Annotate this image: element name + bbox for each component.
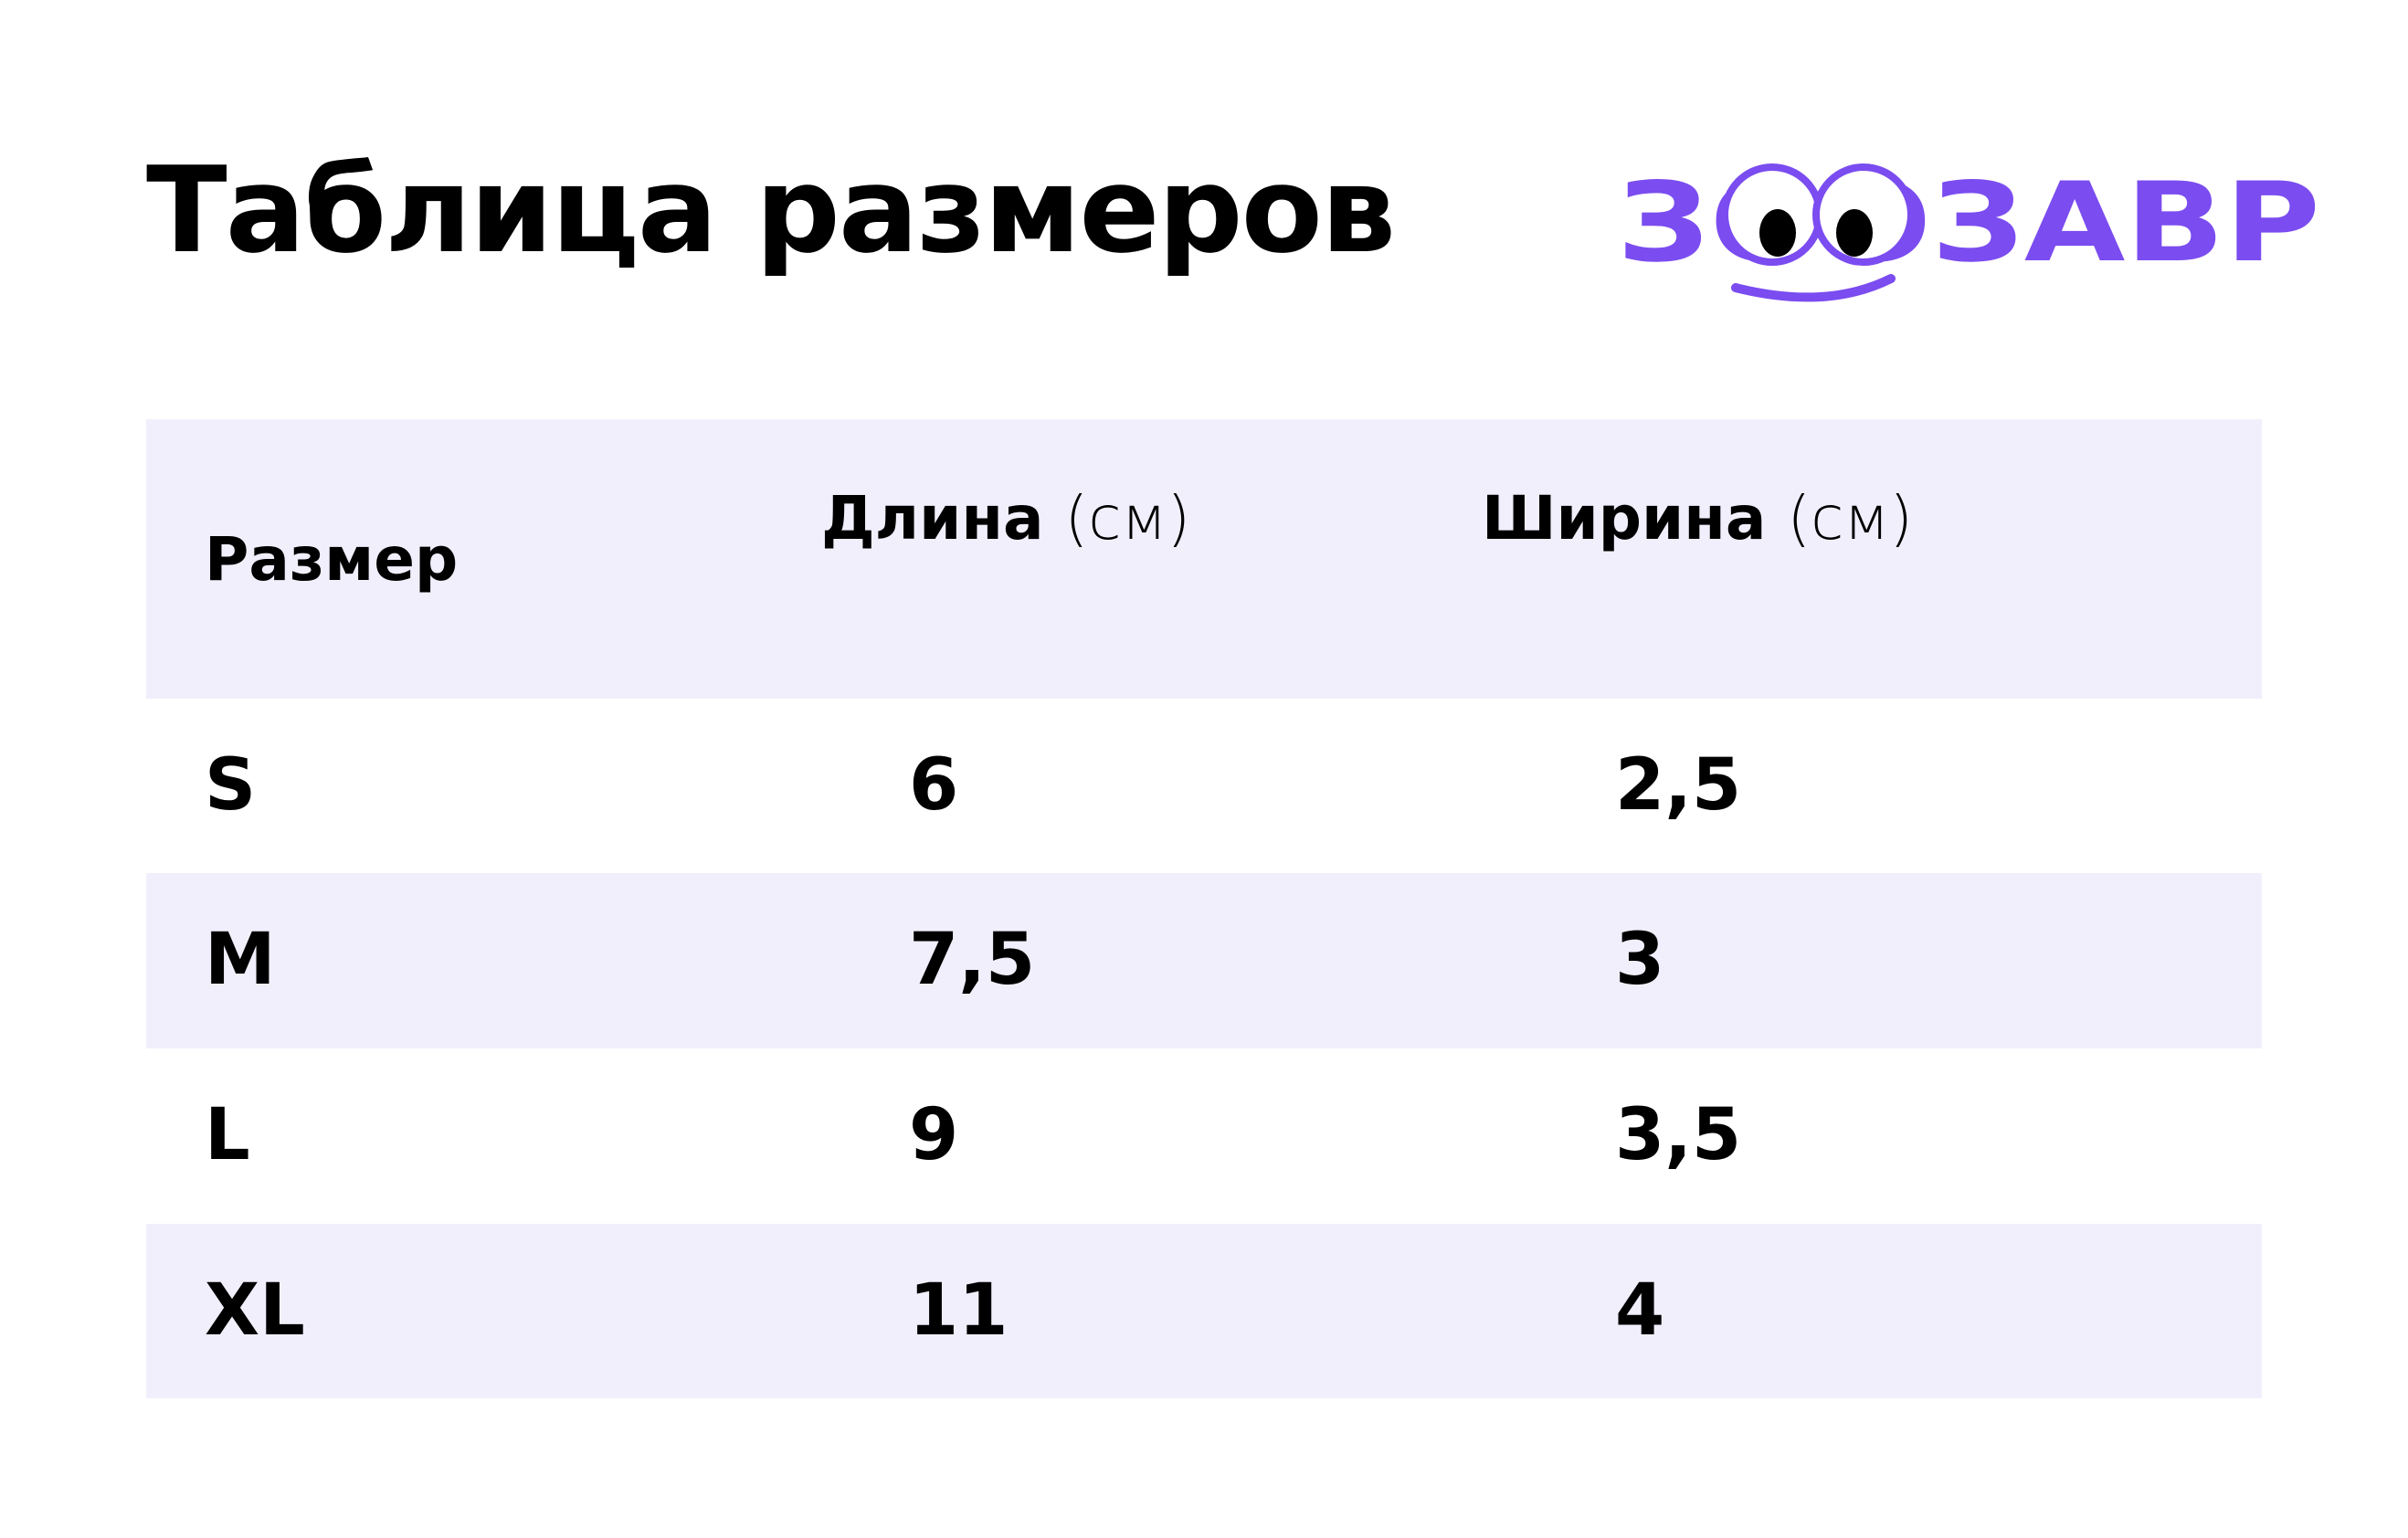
header-label: Ширина	[1482, 483, 1767, 553]
table-cell: 7,5	[909, 918, 1036, 1001]
row-bg	[146, 1224, 2262, 1398]
header-row-bg	[146, 419, 2262, 699]
table-cell: 2,5	[1615, 743, 1742, 827]
table-cell: 3	[1615, 918, 1665, 1001]
logo-pupil	[1836, 209, 1873, 257]
table-cell: M	[205, 918, 276, 1001]
page-title: Таблица размеров	[146, 141, 1396, 279]
header-unit: (см)	[1064, 483, 1191, 553]
table-cell: 9	[909, 1093, 959, 1176]
table-cell: 11	[909, 1269, 1009, 1352]
header-label: Длина	[821, 483, 1044, 553]
logo: ЗООЗАВР	[1617, 160, 2320, 302]
header-unit: (см)	[1787, 483, 1913, 553]
logo-smile	[1731, 274, 1896, 302]
table-cell: L	[205, 1093, 250, 1176]
table-cell: XL	[205, 1269, 305, 1352]
logo-pupil	[1759, 209, 1796, 257]
header-cell: Ширина (см)	[1482, 489, 1913, 549]
header-cell: Размер	[205, 530, 458, 590]
header-cell: Длина (см)	[821, 489, 1190, 549]
row-bg	[146, 873, 2262, 1048]
header-label: Размер	[205, 524, 459, 595]
table-cell: S	[205, 743, 257, 827]
table-cell: 6	[909, 743, 959, 827]
table-cell: 3,5	[1615, 1093, 1742, 1176]
table-cell: 4	[1615, 1269, 1665, 1352]
